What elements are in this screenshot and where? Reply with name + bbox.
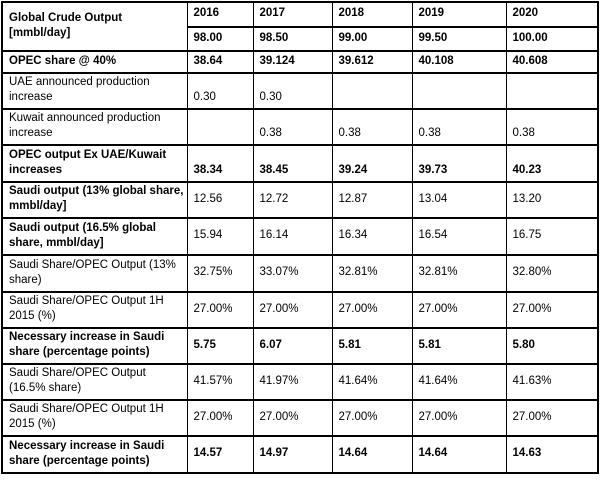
value-cell: 27.00% <box>252 291 333 329</box>
table-row-years: Global Crude Output [mmbl/day] 2016 2017 20… <box>1 1 599 52</box>
value-cell: 16.14 <box>252 217 333 256</box>
value-cell: 14.63 <box>505 435 599 474</box>
value-cell <box>505 72 599 110</box>
value-cell: 39.73 <box>411 144 507 183</box>
row-label-cell: Saudi Share/OPEC Output (13% share) <box>1 254 188 293</box>
row-label-cell: Saudi output (13% global share, mmbl/day… <box>1 181 188 219</box>
row-label-cell: Kuwait announced production increase <box>1 108 188 146</box>
value-cell: 100.00 <box>505 26 599 52</box>
value-cell: 13.04 <box>411 181 507 219</box>
value-cell: 16.54 <box>411 217 507 256</box>
year-header-cell: 2017 <box>252 1 333 28</box>
value-cell: 99.00 <box>331 26 413 52</box>
value-cell: 13.20 <box>505 181 599 219</box>
table-row: Saudi Share/OPEC Output (13% share) 32.75… <box>1 254 599 293</box>
table-row: OPEC output Ex UAE/Kuwait increases 38.34… <box>1 144 599 183</box>
row-label-cell: Saudi Share/OPEC Output 1H 2015 (%) <box>1 399 188 437</box>
row-label-cell: OPEC share @ 40% <box>1 50 188 74</box>
value-cell: 38.45 <box>252 144 333 183</box>
year-header-cell: 2018 <box>331 1 413 28</box>
year-header-cell: 2020 <box>505 1 599 28</box>
table-row: Saudi Share/OPEC Output 1H 2015 (%) 27.00… <box>1 291 599 329</box>
row-label-cell: UAE announced production increase <box>1 72 188 110</box>
value-cell: 14.97 <box>252 435 333 474</box>
value-cell: 32.75% <box>186 254 254 293</box>
table-row: Kuwait announced production increase 0.38… <box>1 108 599 146</box>
value-cell: 15.94 <box>186 217 254 256</box>
table-row: Saudi output (16.5% global share, mmbl/d… <box>1 217 599 256</box>
value-cell: 0.38 <box>505 108 599 146</box>
value-cell: 27.00% <box>505 399 599 437</box>
value-cell: 5.75 <box>186 327 254 365</box>
value-cell: 99.50 <box>411 26 507 52</box>
table-row: Saudi Share/OPEC Output (16.5% share) 41.… <box>1 363 599 401</box>
value-cell: 33.07% <box>252 254 333 293</box>
value-cell: 39.612 <box>331 50 413 74</box>
table-row: Saudi Share/OPEC Output 1H 2015 (%) 27.00… <box>1 399 599 437</box>
row-label-cell: Saudi output (16.5% global share, mmbl/d… <box>1 217 188 256</box>
year-header-cell: 2019 <box>411 1 507 28</box>
value-cell: 27.00% <box>331 291 413 329</box>
global-crude-output-table: Global Crude Output [mmbl/day] 2016 2017 20… <box>1 1 599 474</box>
year-header-cell: 2016 <box>186 1 254 28</box>
value-cell: 5.81 <box>411 327 507 365</box>
value-cell: 14.64 <box>331 435 413 474</box>
value-cell: 27.00% <box>252 399 333 437</box>
value-cell: 16.34 <box>331 217 413 256</box>
value-cell <box>331 72 413 110</box>
value-cell: 27.00% <box>505 291 599 329</box>
value-cell: 40.108 <box>411 50 507 74</box>
value-cell: 41.64% <box>411 363 507 401</box>
value-cell: 27.00% <box>186 291 254 329</box>
value-cell: 12.72 <box>252 181 333 219</box>
value-cell: 0.38 <box>331 108 413 146</box>
value-cell: 38.64 <box>186 50 254 74</box>
value-cell: 41.64% <box>331 363 413 401</box>
value-cell <box>411 72 507 110</box>
value-cell: 40.608 <box>505 50 599 74</box>
row-label-cell: Saudi Share/OPEC Output 1H 2015 (%) <box>1 291 188 329</box>
value-cell: 0.30 <box>186 72 254 110</box>
table-row: OPEC share @ 40% 38.64 39.124 39.612 40.108 4… <box>1 50 599 74</box>
table-row: Necessary increase in Saudi share (perce… <box>1 435 599 474</box>
value-cell: 0.38 <box>411 108 507 146</box>
value-cell: 39.24 <box>331 144 413 183</box>
value-cell: 98.50 <box>252 26 333 52</box>
table-row-global-output-values: 98.00 98.50 99.00 99.50 100.00 <box>2 26 599 52</box>
value-cell: 27.00% <box>411 291 507 329</box>
value-cell: 27.00% <box>411 399 507 437</box>
value-cell: 32.80% <box>505 254 599 293</box>
value-cell: 41.63% <box>505 363 599 401</box>
value-cell: 12.56 <box>186 181 254 219</box>
value-cell: 27.00% <box>186 399 254 437</box>
value-cell: 32.81% <box>331 254 413 293</box>
value-cell: 41.97% <box>252 363 333 401</box>
value-cell: 32.81% <box>411 254 507 293</box>
value-cell: 12.87 <box>331 181 413 219</box>
row-label-cell: Saudi Share/OPEC Output (16.5% share) <box>1 363 188 401</box>
value-cell: 27.00% <box>331 399 413 437</box>
value-cell: 16.75 <box>505 217 599 256</box>
value-cell: 98.00 <box>186 26 254 52</box>
value-cell: 14.64 <box>411 435 507 474</box>
value-cell: 38.34 <box>186 144 254 183</box>
table-title-cell: Global Crude Output [mmbl/day] <box>1 1 188 52</box>
value-cell: 41.57% <box>186 363 254 401</box>
value-cell: 6.07 <box>252 327 333 365</box>
value-cell: 14.57 <box>186 435 254 474</box>
table-row: Necessary increase in Saudi share (perce… <box>1 327 599 365</box>
value-cell: 39.124 <box>252 50 333 74</box>
value-cell: 0.38 <box>252 108 333 146</box>
table-row: UAE announced production increase 0.30 0.3… <box>1 72 599 110</box>
table-body: Global Crude Output [mmbl/day] 2016 2017 20… <box>1 1 599 474</box>
value-cell <box>186 108 254 146</box>
value-cell: 5.81 <box>331 327 413 365</box>
value-cell: 5.80 <box>505 327 599 365</box>
row-label-cell: Necessary increase in Saudi share (perce… <box>1 435 188 474</box>
value-cell: 0.30 <box>252 72 333 110</box>
value-cell: 40.23 <box>505 144 599 183</box>
row-label-cell: Necessary increase in Saudi share (perce… <box>1 327 188 365</box>
row-label-cell: OPEC output Ex UAE/Kuwait increases <box>1 144 188 183</box>
table-row: Saudi output (13% global share, mmbl/day… <box>1 181 599 219</box>
